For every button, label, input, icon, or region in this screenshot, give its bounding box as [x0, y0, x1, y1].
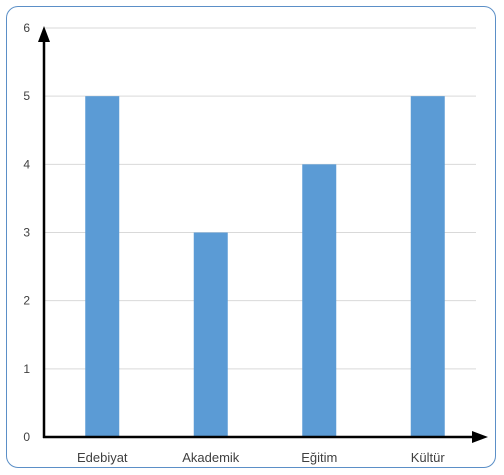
- y-tick-label: 3: [23, 226, 30, 240]
- axes: [38, 26, 488, 443]
- bar-eğitim: [302, 164, 337, 438]
- bar-kültür: [410, 96, 445, 438]
- x-tick-label: Akademik: [182, 450, 240, 465]
- x-tick-label: Edebiyat: [77, 450, 128, 465]
- y-tick-label: 4: [23, 157, 30, 171]
- y-tick-label: 0: [23, 430, 30, 444]
- y-tick-labels: 0 1 2 3 4 5 6: [23, 21, 30, 444]
- y-tick-label: 1: [23, 362, 30, 376]
- bar-edebiyat: [85, 96, 120, 438]
- y-tick-label: 6: [23, 21, 30, 35]
- x-tick-label: Kültür: [411, 450, 446, 465]
- bar-akademik: [193, 232, 228, 437]
- y-tick-label: 2: [23, 294, 30, 308]
- y-tick-label: 5: [23, 89, 30, 103]
- x-tick-label: Eğitim: [301, 450, 337, 465]
- y-axis-arrow: [38, 26, 50, 42]
- bars: [85, 96, 445, 438]
- x-tick-labels: Edebiyat Akademik Eğitim Kültür: [77, 450, 445, 465]
- x-axis-arrow: [472, 431, 488, 443]
